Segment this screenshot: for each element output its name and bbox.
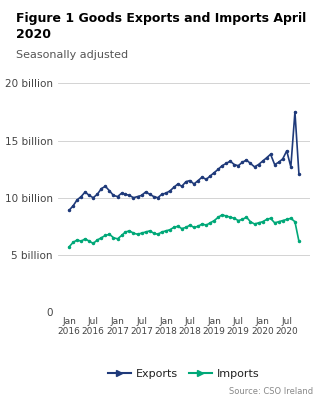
Text: Figure 1 Goods Exports and Imports April
2020: Figure 1 Goods Exports and Imports April… [16, 12, 306, 41]
Y-axis label: Euro: Euro [0, 179, 2, 205]
Legend: Exports, Imports: Exports, Imports [104, 364, 264, 383]
Text: Source: CSO Ireland: Source: CSO Ireland [229, 387, 314, 396]
Line: Imports: Imports [68, 214, 300, 248]
Line: Exports: Exports [68, 111, 300, 211]
Text: Seasonally adjusted: Seasonally adjusted [16, 50, 128, 60]
